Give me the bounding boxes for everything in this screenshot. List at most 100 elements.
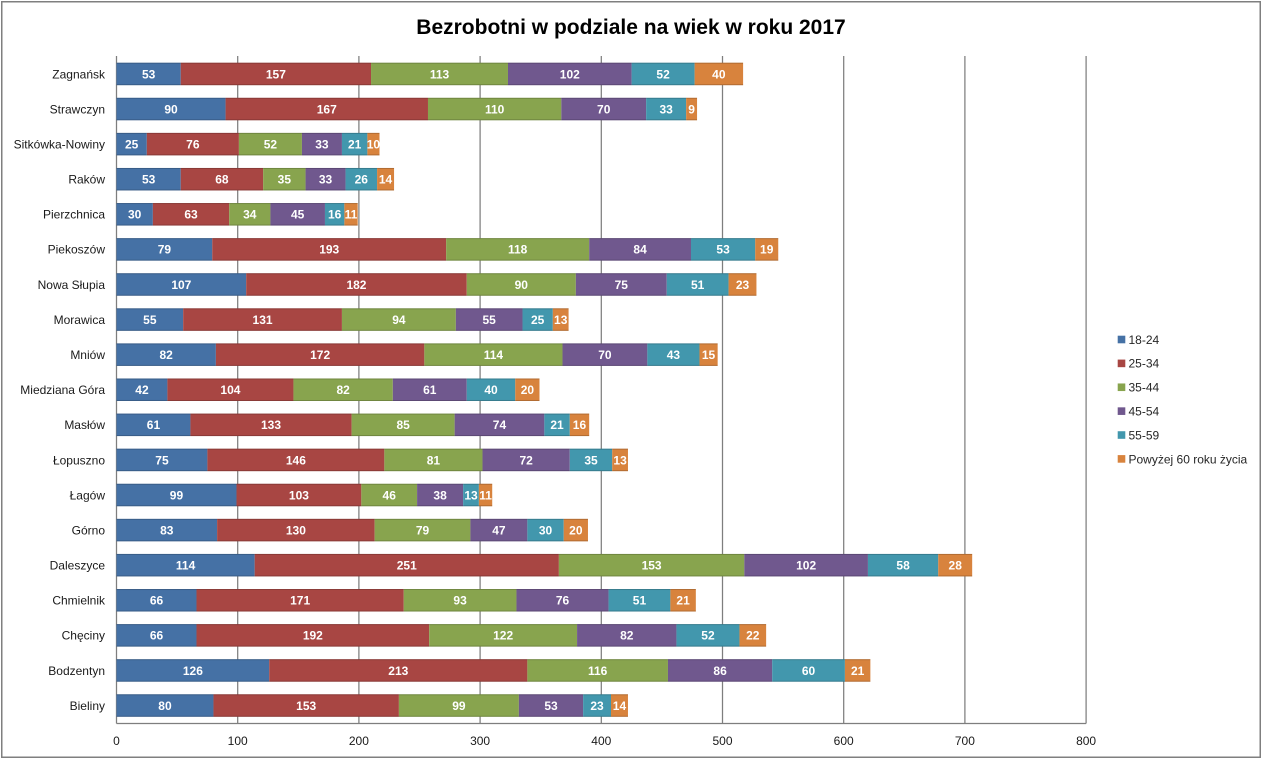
svg-text:Chmielnik: Chmielnik (52, 594, 106, 608)
svg-text:45: 45 (291, 208, 305, 222)
svg-text:102: 102 (560, 67, 580, 81)
svg-text:38: 38 (433, 488, 447, 502)
svg-text:110: 110 (485, 102, 505, 116)
svg-text:72: 72 (519, 453, 533, 467)
svg-text:Strawczyn: Strawczyn (50, 102, 105, 116)
svg-text:15: 15 (702, 348, 716, 362)
svg-text:Łagów: Łagów (70, 488, 106, 502)
svg-text:25: 25 (125, 137, 139, 151)
svg-text:61: 61 (147, 418, 161, 432)
svg-text:300: 300 (470, 734, 490, 748)
svg-text:35: 35 (584, 453, 598, 467)
svg-text:18-24: 18-24 (1129, 333, 1160, 347)
svg-text:82: 82 (160, 348, 174, 362)
svg-text:28: 28 (949, 559, 963, 573)
svg-text:182: 182 (346, 278, 366, 292)
svg-text:600: 600 (834, 734, 854, 748)
svg-text:75: 75 (615, 278, 629, 292)
svg-text:146: 146 (286, 453, 306, 467)
svg-text:85: 85 (396, 418, 410, 432)
svg-text:200: 200 (349, 734, 369, 748)
svg-text:14: 14 (379, 173, 393, 187)
svg-text:114: 114 (176, 559, 196, 573)
svg-text:104: 104 (220, 383, 240, 397)
svg-text:Morawica: Morawica (54, 313, 106, 327)
svg-text:53: 53 (142, 173, 156, 187)
svg-text:80: 80 (158, 699, 172, 713)
svg-text:13: 13 (464, 488, 478, 502)
svg-text:94: 94 (392, 313, 406, 327)
svg-text:153: 153 (296, 699, 316, 713)
svg-text:35-44: 35-44 (1129, 381, 1160, 395)
svg-text:Masłów: Masłów (64, 418, 105, 432)
svg-text:51: 51 (633, 594, 647, 608)
svg-text:47: 47 (492, 523, 506, 537)
svg-text:251: 251 (397, 559, 417, 573)
svg-text:90: 90 (164, 102, 178, 116)
svg-text:25: 25 (531, 313, 545, 327)
svg-text:82: 82 (620, 629, 634, 643)
svg-text:Zagnańsk: Zagnańsk (52, 67, 106, 81)
svg-text:157: 157 (266, 67, 286, 81)
svg-text:172: 172 (310, 348, 330, 362)
svg-text:Miedziana Góra: Miedziana Góra (20, 383, 105, 397)
svg-text:42: 42 (135, 383, 149, 397)
svg-text:53: 53 (142, 67, 156, 81)
svg-text:33: 33 (659, 102, 673, 116)
svg-text:10: 10 (367, 137, 381, 151)
svg-text:Chęciny: Chęciny (62, 629, 105, 643)
svg-text:58: 58 (896, 559, 910, 573)
svg-text:25-34: 25-34 (1129, 357, 1160, 371)
svg-text:800: 800 (1076, 734, 1096, 748)
svg-text:33: 33 (319, 173, 333, 187)
svg-text:14: 14 (613, 699, 627, 713)
svg-text:131: 131 (253, 313, 273, 327)
svg-text:Nowa Słupia: Nowa Słupia (38, 278, 106, 292)
svg-text:84: 84 (633, 243, 647, 257)
svg-text:76: 76 (186, 137, 200, 151)
svg-text:66: 66 (150, 594, 164, 608)
svg-text:51: 51 (691, 278, 705, 292)
svg-text:213: 213 (388, 664, 408, 678)
svg-text:86: 86 (713, 664, 727, 678)
svg-text:11: 11 (345, 208, 358, 222)
svg-text:82: 82 (336, 383, 350, 397)
svg-text:20: 20 (521, 383, 535, 397)
svg-text:Raków: Raków (68, 173, 105, 187)
svg-text:52: 52 (701, 629, 715, 643)
svg-text:46: 46 (383, 488, 397, 502)
svg-text:103: 103 (289, 488, 309, 502)
svg-text:52: 52 (264, 137, 278, 151)
svg-text:23: 23 (736, 278, 750, 292)
svg-text:16: 16 (328, 208, 342, 222)
svg-text:79: 79 (416, 523, 430, 537)
svg-text:55: 55 (483, 313, 497, 327)
svg-text:11: 11 (479, 488, 492, 502)
svg-text:167: 167 (317, 102, 337, 116)
svg-text:122: 122 (493, 629, 513, 643)
svg-text:79: 79 (158, 243, 172, 257)
svg-text:60: 60 (802, 664, 816, 678)
svg-text:116: 116 (588, 664, 608, 678)
svg-text:61: 61 (423, 383, 437, 397)
svg-text:192: 192 (303, 629, 323, 643)
svg-text:74: 74 (493, 418, 507, 432)
svg-text:45-54: 45-54 (1129, 404, 1160, 418)
svg-text:40: 40 (712, 67, 726, 81)
svg-text:93: 93 (453, 594, 467, 608)
svg-text:43: 43 (667, 348, 681, 362)
svg-text:40: 40 (484, 383, 498, 397)
svg-text:130: 130 (286, 523, 306, 537)
svg-text:Górno: Górno (72, 523, 106, 537)
svg-text:Powyżej 60 roku życia: Powyżej 60 roku życia (1129, 452, 1248, 466)
svg-text:16: 16 (573, 418, 587, 432)
svg-text:26: 26 (355, 173, 369, 187)
svg-text:75: 75 (155, 453, 169, 467)
svg-text:20: 20 (569, 523, 583, 537)
svg-text:Daleszyce: Daleszyce (50, 559, 106, 573)
svg-text:Bezrobotni w podziale na wiek: Bezrobotni w podziale na wiek w roku 201… (416, 16, 845, 39)
svg-text:700: 700 (955, 734, 975, 748)
svg-text:19: 19 (760, 243, 774, 257)
svg-text:66: 66 (150, 629, 164, 643)
svg-text:Bodzentyn: Bodzentyn (48, 664, 105, 678)
